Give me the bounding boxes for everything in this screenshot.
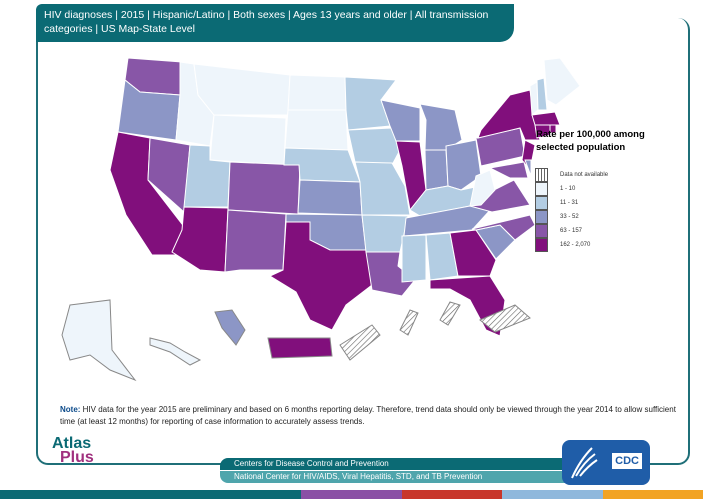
state-ak[interactable]	[61, 299, 137, 382]
legend-swatch	[535, 168, 548, 182]
state-ms[interactable]	[401, 234, 427, 283]
state-vi[interactable]	[399, 309, 419, 336]
state-co[interactable]	[227, 161, 301, 215]
state-as[interactable]	[439, 301, 461, 326]
logo-line2: Plus	[60, 449, 94, 466]
state-de[interactable]	[524, 159, 532, 177]
state-tn[interactable]	[403, 205, 494, 237]
page-title: HIV diagnoses | 2015 | Hispanic/Latino |…	[36, 4, 514, 42]
state-ri[interactable]	[549, 124, 557, 134]
note-text: HIV data for the year 2015 are prelimina…	[60, 405, 676, 426]
legend-item: 1 - 10	[535, 182, 608, 196]
state-nh[interactable]	[536, 77, 548, 111]
state-ar[interactable]	[361, 214, 409, 253]
state-me[interactable]	[543, 57, 581, 106]
state-oh[interactable]	[445, 139, 482, 191]
state-pr[interactable]	[267, 337, 333, 359]
legend-swatch	[535, 196, 548, 210]
legend-item: 11 - 31	[535, 196, 608, 210]
note: Note: HIV data for the year 2015 are pre…	[60, 404, 680, 428]
legend-swatch	[535, 182, 548, 196]
state-ny[interactable]	[477, 89, 541, 141]
state-mp[interactable]	[479, 304, 531, 333]
legend-label: 1 - 10	[560, 186, 576, 192]
legend-item: Data not available	[535, 168, 608, 182]
legend-item: 63 - 157	[535, 224, 608, 238]
bottom-color-bar	[0, 490, 703, 499]
state-sd[interactable]	[284, 109, 349, 151]
cdc-logo: CDC	[562, 440, 650, 485]
state-mt[interactable]	[193, 63, 291, 116]
legend-item: 162 - 2,070	[535, 238, 608, 252]
state-az[interactable]	[171, 206, 229, 273]
state-dc[interactable]	[214, 309, 246, 346]
legend: Data not available 1 - 10 11 - 31 33 - 52 63…	[535, 168, 608, 252]
state-ct[interactable]	[534, 124, 551, 139]
state-gu[interactable]	[339, 324, 381, 361]
bar-segment	[200, 490, 302, 499]
state-in[interactable]	[424, 149, 449, 191]
legend-label: 33 - 52	[560, 214, 579, 220]
legend-label: 63 - 157	[560, 228, 583, 234]
state-nd[interactable]	[287, 74, 347, 111]
state-mi[interactable]	[419, 103, 463, 151]
legend-swatch	[535, 224, 548, 238]
legend-label: 11 - 31	[560, 200, 579, 206]
legend-swatch	[535, 238, 548, 252]
state-hi[interactable]	[149, 337, 202, 366]
logo-line1: Atlas	[52, 435, 92, 452]
bar-segment	[301, 490, 402, 499]
footer-cdc-name: Centers for Disease Control and Preventi…	[220, 458, 580, 470]
state-wy[interactable]	[209, 114, 287, 166]
legend-item: 33 - 52	[535, 210, 608, 224]
state-wv[interactable]	[469, 169, 496, 207]
state-tx[interactable]	[268, 221, 373, 331]
state-nc[interactable]	[471, 214, 536, 241]
footer-center-name: National Center for HIV/AIDS, Viral Hepa…	[220, 471, 580, 483]
bar-segment	[602, 490, 703, 499]
state-nm[interactable]	[224, 209, 287, 273]
bar-segment	[0, 490, 101, 499]
legend-label: Data not available	[560, 172, 609, 178]
state-ma[interactable]	[531, 111, 561, 126]
note-label: Note:	[60, 405, 81, 414]
legend-title: Rate per 100,000 among selected populati…	[536, 129, 645, 153]
legend-label: 162 - 2,070	[560, 242, 591, 248]
cdc-wordmark: CDC	[612, 453, 642, 469]
bar-segment	[100, 490, 201, 499]
bar-segment	[502, 490, 603, 499]
hhs-eagle-icon	[571, 447, 598, 479]
state-ga[interactable]	[449, 229, 497, 277]
state-ia[interactable]	[347, 127, 401, 166]
state-ks[interactable]	[297, 179, 363, 216]
legend-swatch	[535, 210, 548, 224]
state-mo[interactable]	[354, 161, 411, 216]
atlasplus-logo[interactable]: Atlas Plus	[52, 435, 94, 466]
state-md[interactable]	[488, 161, 529, 179]
bar-segment	[401, 490, 503, 499]
